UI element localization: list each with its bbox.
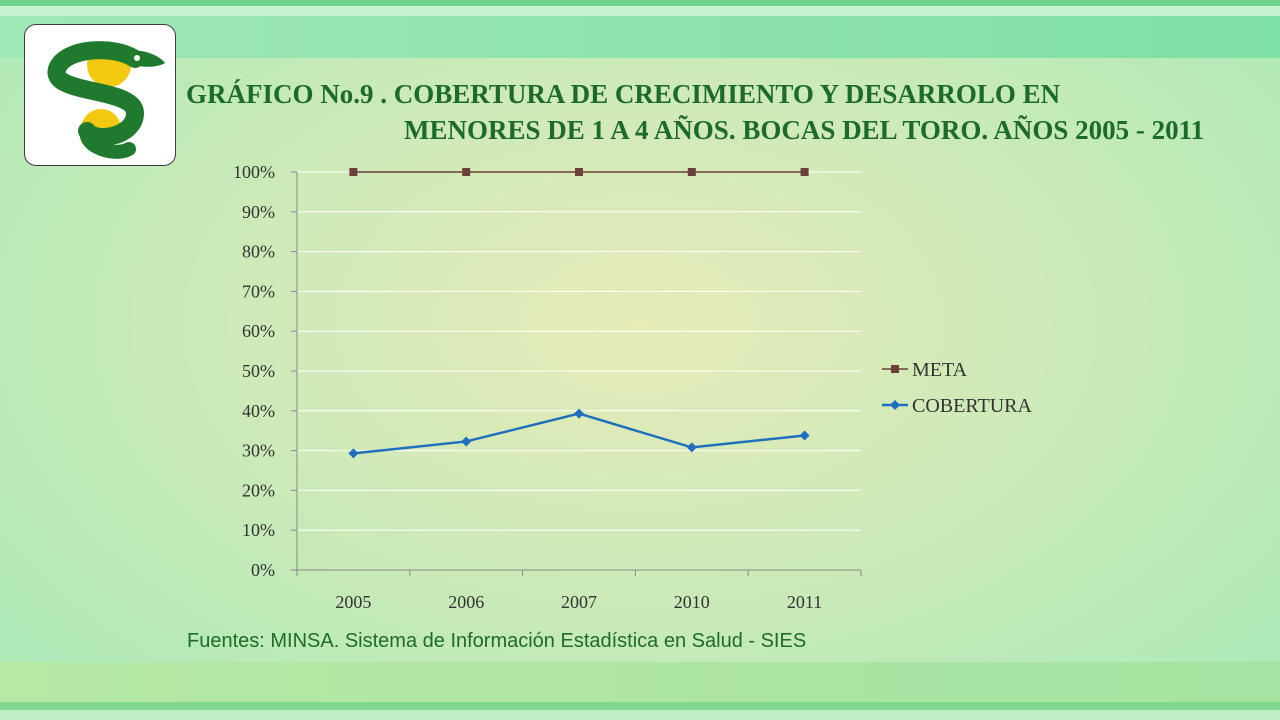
source-note: Fuentes: MINSA. Sistema de Información E… — [187, 630, 807, 652]
data-point-cobertura — [574, 408, 584, 419]
legend-label: COBERTURA — [912, 395, 1032, 417]
y-tick-label: 10% — [242, 520, 275, 540]
snake-emblem-icon — [47, 41, 165, 159]
legend-marker — [891, 365, 899, 373]
data-point-cobertura — [799, 430, 810, 441]
x-tick-label: 2007 — [561, 592, 597, 612]
data-point-cobertura — [461, 436, 472, 447]
x-tick-label: 2006 — [448, 592, 484, 612]
legend-marker — [890, 400, 900, 410]
data-point-meta — [800, 168, 809, 176]
series-line-cobertura — [353, 412, 805, 455]
y-tick-label: 100% — [233, 162, 275, 182]
chart-title: GRÁFICO No.9 . COBERTURA DE CRECIMIENTO … — [186, 76, 1266, 148]
data-point-meta — [687, 168, 696, 176]
x-tick-label: 2011 — [787, 592, 822, 612]
y-tick-label: 90% — [242, 202, 275, 222]
header-band-light — [0, 6, 1280, 16]
x-tick-label: 2010 — [674, 592, 710, 612]
y-tick-label: 40% — [242, 401, 275, 421]
header-band-top — [0, 0, 1280, 6]
footer-band-main — [0, 662, 1280, 702]
data-point-meta — [575, 168, 583, 176]
header-band-main — [0, 16, 1280, 58]
y-tick-label: 30% — [242, 441, 275, 461]
y-tick-label: 50% — [242, 361, 275, 381]
y-tick-label: 80% — [242, 242, 275, 262]
y-tick-label: 60% — [242, 321, 275, 341]
minsa-logo — [24, 24, 176, 166]
legend-label: META — [912, 359, 968, 381]
y-tick-label: 0% — [251, 560, 275, 580]
chart-title-line2: MENORES DE 1 A 4 AÑOS. BOCAS DEL TORO. A… — [404, 115, 1205, 145]
y-tick-label: 20% — [242, 480, 275, 500]
data-point-cobertura — [686, 442, 697, 453]
data-point-meta — [462, 168, 471, 176]
footer-band-light — [0, 710, 1280, 720]
x-tick-label: 2005 — [335, 592, 371, 612]
data-point-cobertura — [348, 448, 359, 459]
y-tick-label: 70% — [242, 281, 275, 301]
chart-title-line1: GRÁFICO No.9 . COBERTURA DE CRECIMIENTO … — [186, 79, 1061, 109]
data-point-meta — [349, 168, 358, 176]
footer-band-dark — [0, 702, 1280, 710]
